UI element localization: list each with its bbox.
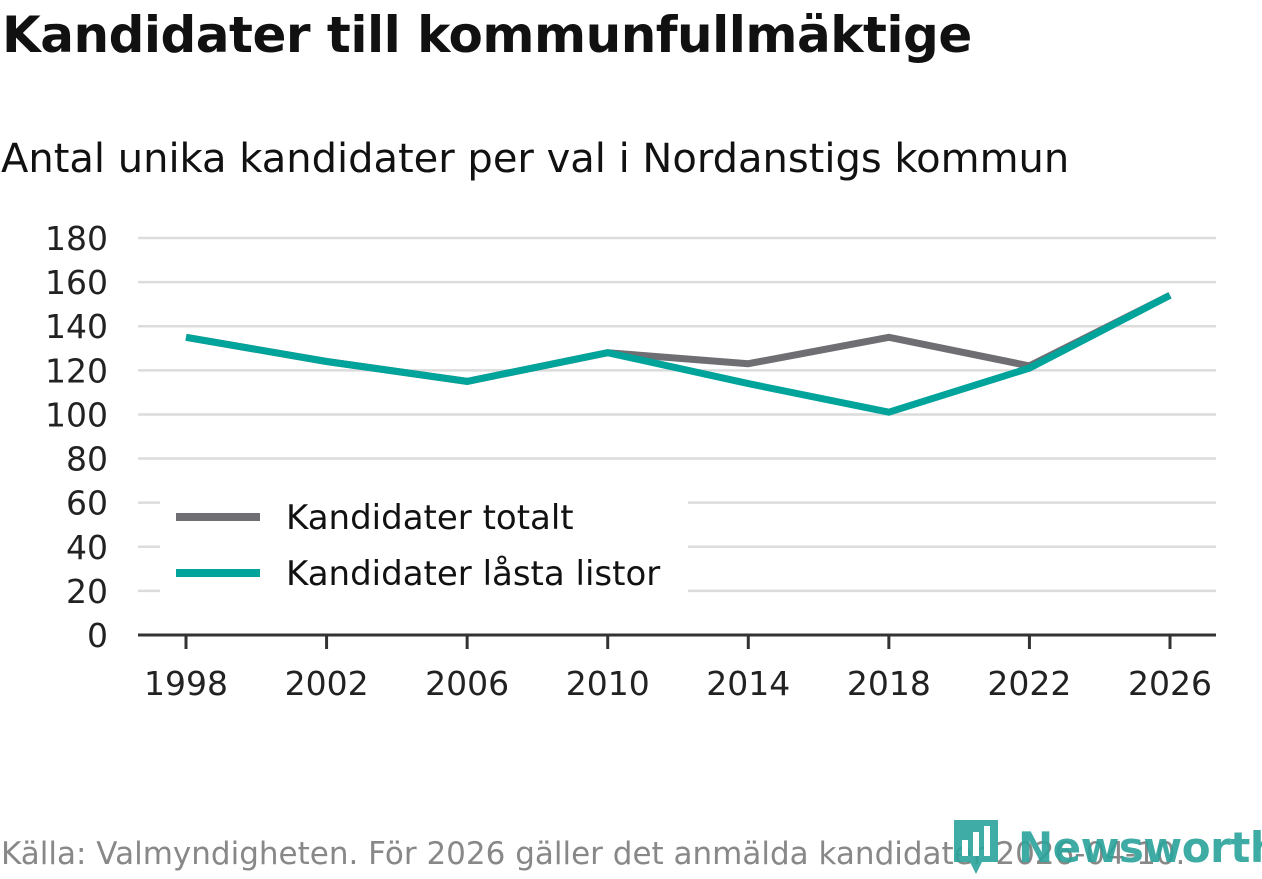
chart-subtitle: Antal unika kandidater per val i Nordans… [1, 136, 1070, 182]
y-tick-label: 140 [45, 307, 108, 346]
y-tick-label: 180 [45, 219, 108, 258]
y-tick-label: 80 [66, 440, 108, 479]
x-tick-label: 2014 [706, 664, 790, 703]
legend: Kandidater totalt Kandidater låsta listor [160, 497, 688, 595]
series-lines [185, 292, 1172, 416]
x-tick-label: 2002 [285, 664, 369, 703]
brand-name: Newsworthy [1018, 822, 1262, 872]
y-tick-label: 100 [45, 395, 108, 434]
series-line-1 [185, 292, 1172, 416]
x-tick-label: 2022 [987, 664, 1071, 703]
newsworthy-logo-icon [954, 820, 998, 874]
y-tick-label: 60 [66, 484, 108, 523]
x-tick-label: 2026 [1128, 664, 1212, 703]
y-tick-label: 160 [45, 263, 108, 302]
chart-title: Kandidater till kommunfullmäktige [2, 6, 972, 64]
brand-logo: Newsworthy [952, 818, 1262, 876]
x-tick-label: 2018 [847, 664, 931, 703]
x-axis: 1998 2002 2006 2010 2014 2018 2022 2026 [138, 633, 1216, 703]
legend-label: Kandidater totalt [286, 498, 574, 538]
x-tick-label: 1998 [144, 664, 228, 703]
y-axis: 0 20 40 60 80 100 120 140 160 180 [45, 219, 108, 655]
x-tick-label: 2010 [566, 664, 650, 703]
y-tick-label: 120 [45, 351, 108, 390]
x-tick-label: 2006 [425, 664, 509, 703]
y-tick-label: 0 [87, 616, 108, 655]
y-tick-label: 40 [66, 528, 108, 567]
legend-label: Kandidater låsta listor [286, 554, 660, 594]
y-tick-label: 20 [66, 572, 108, 611]
